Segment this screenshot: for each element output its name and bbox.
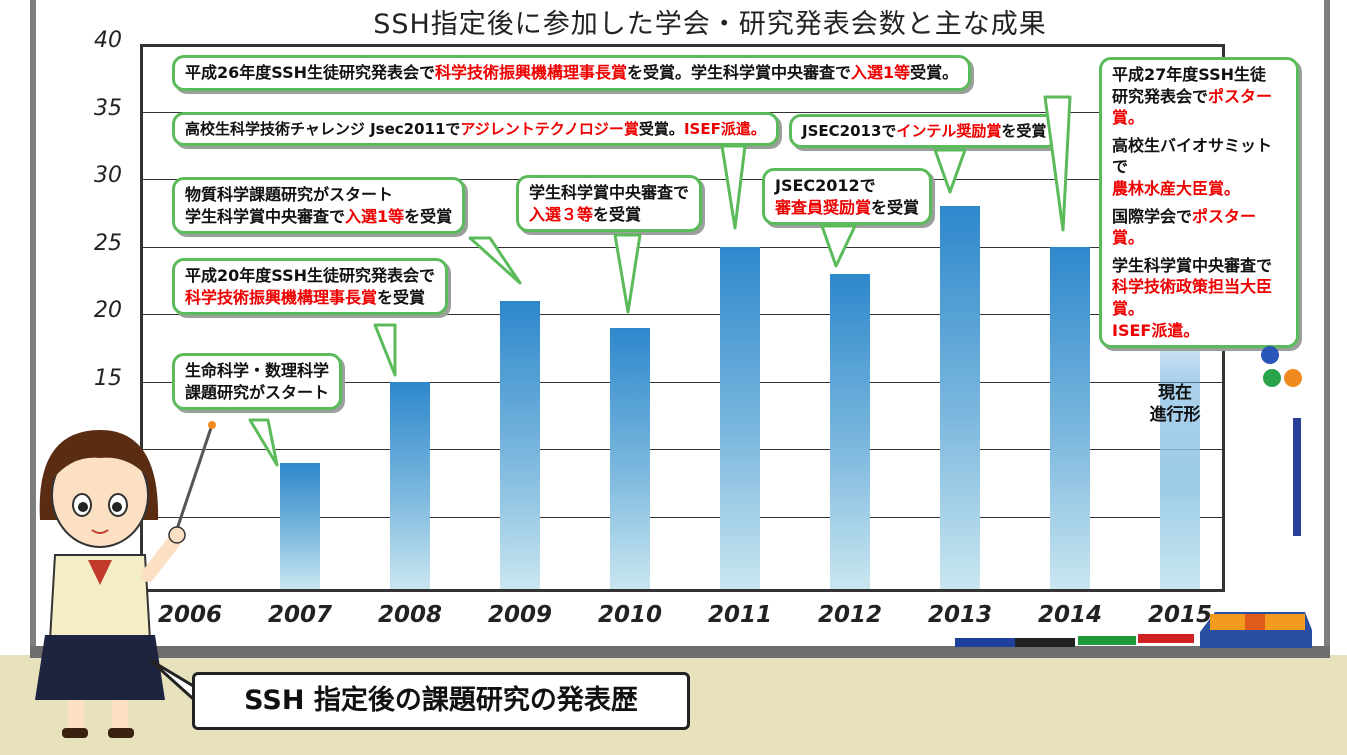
bar-2007 [280, 462, 320, 589]
award-highlight: ポスター賞。 [1112, 86, 1273, 128]
y-tick-label: 35 [94, 95, 122, 121]
x-tick-label: 2009 [487, 602, 552, 628]
annotation-text: を受賞 [871, 197, 920, 217]
award-highlight: 入選３等 [529, 204, 594, 224]
annotation-text: 学生科学賞中央審査で [529, 183, 690, 202]
annotation-text: 高校生科学技術チャレンジ Jsec2011で [185, 120, 461, 138]
bar-2011 [720, 246, 760, 589]
bar-2012 [830, 273, 870, 589]
x-tick-label: 2015 [1147, 602, 1212, 628]
eraser-icon [1200, 612, 1312, 648]
annotation-text: 学生科学賞中央審査で [1112, 255, 1273, 275]
award-highlight: 農林水産大臣賞。 [1112, 178, 1241, 198]
annotation-2007: 生命科学・数理科学 課題研究がスタート [172, 353, 343, 411]
annotation-text: JSEC2012で [775, 176, 876, 195]
annotation-2011: 高校生科学技術チャレンジ Jsec2011でアジレントテクノロジー賞受賞。ISE… [172, 112, 779, 147]
girl-teacher-illustration [35, 430, 186, 738]
bubble-tail-2008 [373, 323, 397, 377]
award-highlight: 審査員奨励賞 [775, 197, 872, 217]
magnet-icon [1284, 369, 1302, 387]
gridline [143, 449, 1222, 450]
gridline [143, 381, 1222, 383]
annotation-2010: 学生科学賞中央審査で 入選３等を受賞 [516, 175, 703, 233]
annotation-text: 物質科学課題研究がスタート [185, 185, 394, 204]
award-highlight: アジレントテクノロジー賞 [460, 120, 639, 138]
bubble-tail-2012 [820, 224, 857, 268]
x-tick-label: 2013 [927, 602, 992, 628]
bubble-tail-2010 [613, 233, 642, 314]
annotation-2009: 物質科学課題研究がスタート 学生科学賞中央審査で入選1等を受賞 [172, 177, 466, 235]
bubble-tail-2013 [933, 148, 967, 194]
bar-2009 [500, 300, 540, 589]
annotation-text: 平成27年度SSH生徒 [1112, 65, 1266, 84]
award-highlight: 科学技術振興機構理事長賞 [185, 287, 378, 307]
annotation-2013: JSEC2013でインテル奨励賞を受賞 [789, 114, 1060, 149]
x-tick-label: 2008 [377, 602, 442, 628]
x-tick-label: 2011 [707, 602, 772, 628]
caption-box: SSH 指定後の課題研究の発表歴 [192, 672, 690, 730]
x-tick-label: 2014 [1037, 602, 1102, 628]
ongoing-label-line: 現在 [1158, 383, 1192, 403]
annotation-text: を受賞 [1001, 122, 1047, 140]
award-highlight: 科学技術振興機構理事長賞 [435, 63, 628, 82]
annotation-text: JSEC2013で [802, 122, 897, 140]
annotation-text: 受賞。 [910, 63, 959, 82]
bar-2010 [610, 327, 650, 589]
bubble-tail-2014 [1043, 95, 1072, 232]
annotation-text: を受賞 [404, 206, 453, 226]
annotation-2014: 平成26年度SSH生徒研究発表会で科学技術振興機構理事長賞を受賞。学生科学賞中央… [172, 55, 972, 91]
y-tick-label: 15 [94, 365, 122, 391]
whiteboard-tray [30, 646, 1330, 658]
award-highlight: インテル奨励賞 [896, 122, 1002, 140]
bar-2014 [1050, 246, 1090, 589]
ongoing-label: 現在 進行形 [1125, 382, 1225, 426]
annotation-text: 国際学会で [1112, 206, 1193, 226]
annotation-text: 課題研究がスタート [185, 382, 330, 402]
magnet-icon [1263, 369, 1281, 387]
annotation-text: 生命科学・数理科学 [185, 361, 330, 380]
board-edge-strip [1293, 418, 1301, 536]
x-tick-label: 2012 [817, 602, 882, 628]
y-tick-label: 20 [94, 298, 122, 323]
annotation-text: 研究発表会で [1112, 86, 1209, 106]
annotation-text: を受賞 [593, 204, 642, 224]
award-highlight: ポスター賞。 [1112, 206, 1257, 248]
bubble-tail-2009 [468, 236, 522, 285]
bar-2015 [1160, 327, 1200, 589]
award-highlight: ISEF派遣。 [683, 120, 766, 138]
chart-title: SSH指定後に参加した学会・研究発表会数と主な成果 [373, 9, 1047, 40]
y-tick-label: 25 [94, 230, 122, 256]
ongoing-label-line: 進行形 [1149, 405, 1201, 426]
gridline [143, 246, 1222, 248]
annotation-text: 平成20年度SSH生徒研究発表会で [185, 266, 435, 285]
annotation-text: を受賞 [377, 287, 426, 307]
bubble-tail-2011 [720, 144, 747, 230]
annotation-2012: JSEC2012で 審査員奨励賞を受賞 [762, 168, 933, 226]
award-highlight: 入選1等 [851, 63, 911, 82]
pointer-stick-icon [173, 424, 214, 536]
magnet-icon [1261, 346, 1279, 364]
y-tick-label: 30 [94, 163, 122, 188]
bar-2013 [940, 206, 980, 589]
award-highlight: ISEF派遣。 [1112, 320, 1200, 340]
y-tick-label: 40 [94, 28, 122, 53]
bubble-tail-2007 [248, 418, 279, 467]
x-tick-label: 2010 [597, 602, 662, 628]
annotation-2008: 平成20年度SSH生徒研究発表会で 科学技術振興機構理事長賞を受賞 [172, 258, 448, 316]
annotation-text: 平成26年度SSH生徒研究発表会で [185, 63, 435, 82]
bar-2008 [390, 381, 430, 589]
annotation-text: 学生科学賞中央審査で [185, 206, 346, 226]
x-tick-label: 2006 [157, 602, 222, 628]
annotation-text: 受賞。 [638, 120, 684, 138]
award-highlight: 入選1等 [345, 206, 405, 226]
annotation-text: 高校生バイオサミットで [1112, 135, 1273, 177]
gridline [143, 314, 1222, 315]
marker-pens-icon [955, 634, 1194, 647]
award-highlight: 科学技術政策担当大臣賞。 [1112, 277, 1273, 318]
x-tick-label: 2007 [267, 602, 332, 628]
annotation-2015: 平成27年度SSH生徒 研究発表会でポスター賞。 高校生バイオサミットで 農林水産大臣… [1099, 57, 1299, 349]
gridline [143, 516, 1222, 518]
annotation-text: を受賞。学生科学賞中央審査で [627, 63, 852, 82]
